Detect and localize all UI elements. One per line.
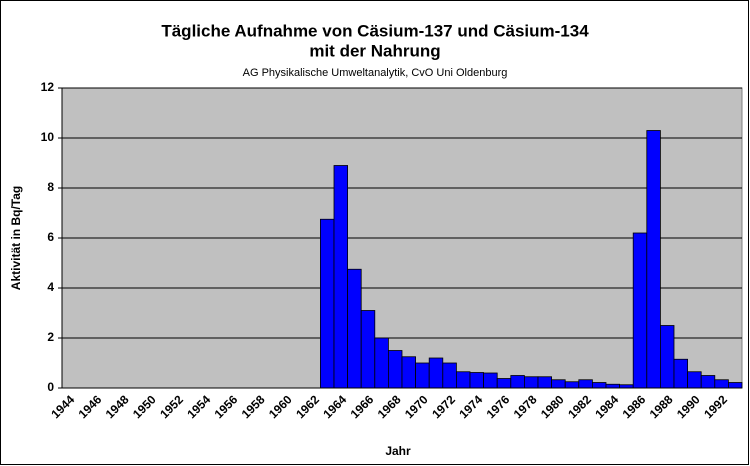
bar (578, 379, 593, 389)
bar (632, 232, 648, 389)
bar (483, 372, 498, 389)
bar (687, 371, 702, 389)
bar (442, 362, 457, 389)
chart-title: Tägliche Aufnahme von Cäsium-137 und Cäs… (161, 21, 589, 40)
bar (319, 218, 335, 389)
y-tick-label: 8 (47, 180, 54, 194)
bar (333, 165, 349, 389)
y-tick-label: 12 (41, 80, 55, 94)
bar (673, 358, 689, 389)
bar (714, 379, 729, 389)
bar (347, 268, 362, 389)
bar (496, 378, 512, 389)
bar (537, 376, 553, 389)
y-tick-label: 0 (47, 380, 54, 394)
bar (646, 130, 661, 389)
bar (469, 372, 485, 389)
bar (455, 371, 471, 389)
bar (605, 383, 621, 389)
bar (510, 375, 525, 389)
y-tick-label: 2 (47, 330, 54, 344)
y-axis-title: Aktivität in Bq/Tag (9, 186, 23, 290)
y-tick-label: 10 (41, 130, 55, 144)
bar (660, 325, 675, 389)
bar (728, 382, 743, 389)
chart-title: mit der Nahrung (309, 41, 440, 60)
bar (592, 382, 607, 389)
y-tick-label: 6 (47, 230, 54, 244)
y-tick-label: 4 (47, 280, 54, 294)
bar (428, 357, 444, 389)
bar (524, 376, 539, 389)
bar (564, 381, 580, 389)
chart-subtitle: AG Physikalische Umweltanalytik, CvO Uni… (243, 67, 508, 79)
bar (700, 375, 716, 389)
x-axis-title: Jahr (385, 444, 411, 458)
bar (374, 337, 389, 389)
bar (387, 350, 403, 389)
bar (401, 356, 417, 389)
bar (551, 379, 566, 389)
bar (360, 310, 376, 389)
bar (415, 362, 430, 389)
